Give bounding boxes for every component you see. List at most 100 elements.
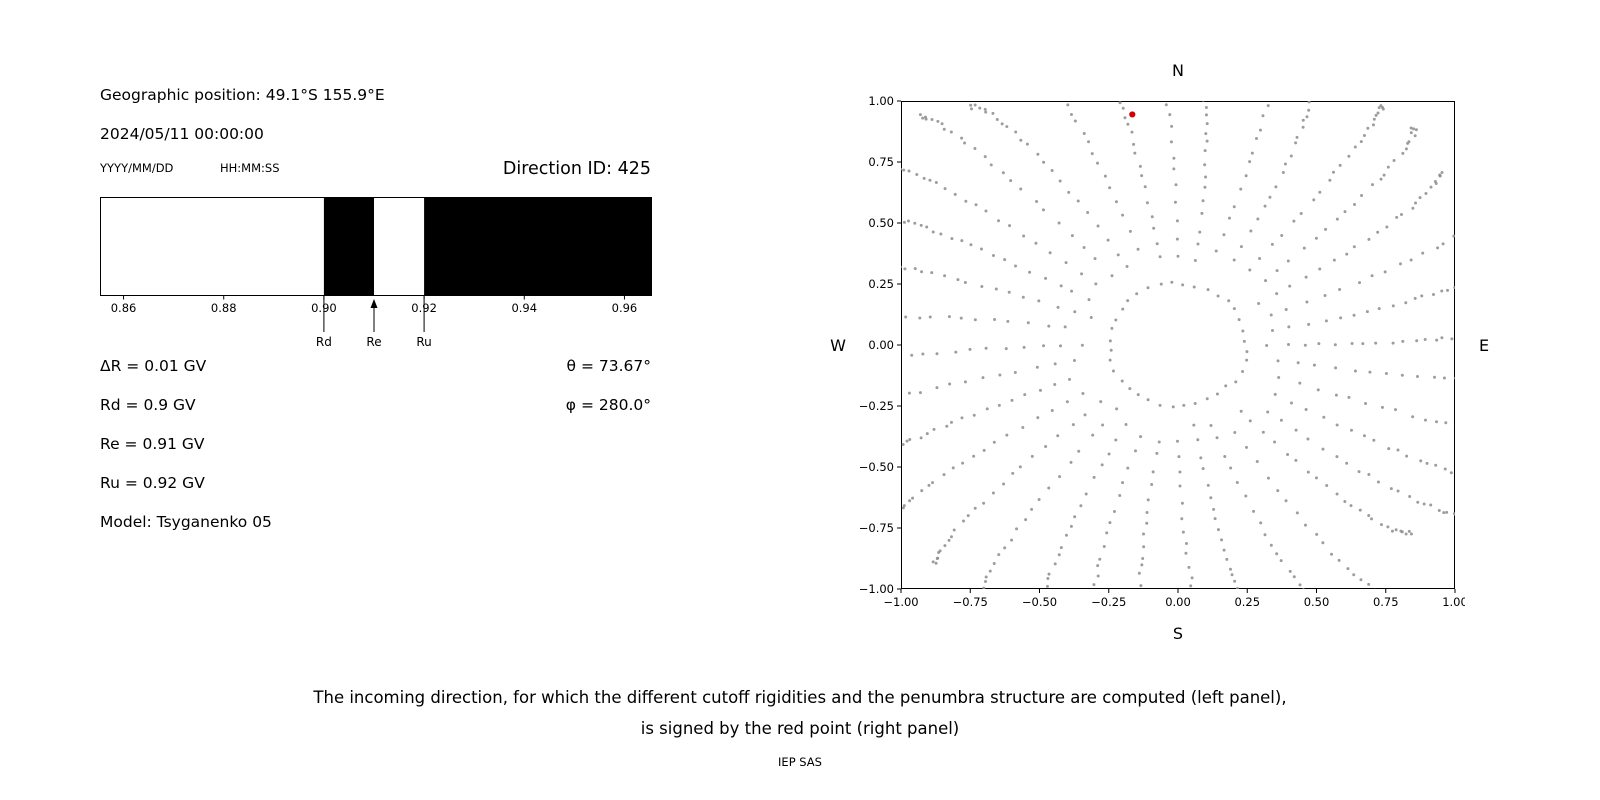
asymptotic-dot	[1005, 125, 1009, 129]
asymptotic-dot	[963, 380, 967, 384]
asymptotic-dot	[961, 519, 965, 523]
asymptotic-dot	[1220, 538, 1224, 542]
asymptotic-dot	[1036, 416, 1040, 420]
asymptotic-dot	[1201, 199, 1205, 203]
asymptotic-dot	[939, 232, 943, 236]
asymptotic-dot	[1141, 556, 1145, 560]
asymptotic-dot	[1073, 119, 1077, 123]
asymptotic-dot	[913, 267, 917, 271]
x-tick-label: −1.00	[883, 595, 918, 609]
ring-dot	[1111, 369, 1115, 373]
asymptotic-dot	[1261, 114, 1265, 118]
asymptotic-dot	[1199, 456, 1203, 460]
asymptotic-dot	[993, 318, 997, 322]
asymptotic-dot	[1098, 557, 1102, 561]
asymptotic-dot	[1346, 567, 1350, 571]
asymptotic-dot	[1050, 168, 1054, 172]
asymptotic-dot	[1377, 307, 1381, 311]
asymptotic-dot	[1140, 563, 1144, 567]
asymptotic-dot	[1087, 140, 1091, 144]
asymptotic-dot	[1434, 463, 1438, 467]
asymptotic-dot	[1275, 552, 1279, 556]
cutoff-marker-label: Ru	[416, 335, 431, 349]
asymptotic-dot	[1362, 133, 1366, 137]
asymptotic-dot	[1145, 511, 1149, 515]
asymptotic-dot	[1035, 200, 1039, 204]
asymptotic-dot	[913, 221, 917, 225]
asymptotic-dot	[1379, 104, 1383, 108]
asymptotic-dot	[908, 437, 912, 441]
asymptotic-dot	[1094, 282, 1098, 286]
asymptotic-dot	[972, 454, 976, 458]
asymptotic-dot	[1037, 299, 1041, 303]
asymptotic-dot	[1338, 288, 1342, 292]
asymptotic-dot	[1068, 377, 1072, 381]
asymptotic-dot	[1265, 343, 1269, 347]
asymptotic-dot	[1115, 407, 1119, 411]
asymptotic-dot	[1132, 142, 1136, 146]
asymptotic-dot	[1139, 435, 1143, 439]
asymptotic-dot	[1019, 138, 1023, 142]
asymptotic-dot	[919, 223, 923, 227]
asymptotic-dot	[1360, 194, 1364, 198]
asymptotic-dot	[924, 117, 928, 121]
asymptotic-dot	[1136, 590, 1139, 593]
asymptotic-dot	[844, 320, 847, 323]
asymptotic-dot	[1178, 484, 1182, 488]
compass-n-label: N	[1172, 61, 1184, 80]
asymptotic-dot	[1407, 529, 1411, 533]
asymptotic-dot	[1176, 254, 1180, 258]
asymptotic-dot	[968, 347, 972, 351]
asymptotic-dot	[1178, 470, 1182, 474]
asymptotic-dot	[1287, 325, 1291, 329]
asymptotic-dot	[982, 448, 986, 452]
asymptotic-dot	[1107, 452, 1111, 456]
asymptotic-dot	[1123, 116, 1127, 120]
asymptotic-dot	[1229, 466, 1233, 470]
asymptotic-dot	[1116, 253, 1120, 257]
asymptotic-dot	[1382, 173, 1386, 177]
caption-line-1: The incoming direction, for which the di…	[313, 688, 1287, 707]
asymptotic-dot	[1137, 602, 1140, 605]
asymptotic-dot	[1280, 233, 1284, 237]
asymptotic-dot	[1172, 156, 1176, 160]
asymptotic-dot	[1083, 413, 1087, 417]
asymptotic-dot	[1230, 573, 1234, 577]
asymptotic-dot	[1277, 375, 1281, 379]
asymptotic-dot	[1350, 341, 1354, 345]
asymptotic-dot	[1143, 185, 1147, 189]
asymptotic-dot	[997, 219, 1001, 223]
asymptotic-dot	[1139, 584, 1143, 588]
asymptotic-dot	[925, 432, 929, 436]
asymptotic-dot	[1416, 500, 1420, 504]
asymptotic-dot	[1301, 125, 1305, 129]
asymptotic-dot	[893, 512, 896, 515]
asymptotic-dot	[1358, 281, 1362, 285]
asymptotic-dot	[952, 528, 956, 532]
asymptotic-dot	[1349, 428, 1353, 432]
asymptotic-dot	[1453, 512, 1455, 516]
asymptotic-dot	[1233, 430, 1237, 434]
ring-dot	[1158, 403, 1162, 407]
asymptotic-dot	[1316, 388, 1320, 392]
asymptotic-dot	[1286, 452, 1290, 456]
asymptotic-dot	[1295, 135, 1299, 139]
asymptotic-dot	[903, 267, 907, 271]
asymptotic-dot	[1021, 426, 1025, 430]
asymptotic-dot	[1258, 257, 1262, 261]
asymptotic-dot	[1053, 562, 1057, 566]
asymptotic-dot	[1239, 187, 1243, 191]
asymptotic-dot	[954, 350, 958, 354]
y-tick-label: 1.00	[868, 95, 894, 108]
x-tick-label: 0.75	[1373, 595, 1399, 609]
asymptotic-dot	[930, 271, 934, 275]
asymptotic-dot	[1103, 174, 1107, 178]
ring-dot	[1205, 397, 1209, 401]
asymptotic-dot	[1379, 177, 1383, 181]
asymptotic-dot	[1399, 599, 1402, 602]
ring-dot	[1171, 405, 1175, 409]
asymptotic-dot	[1175, 237, 1179, 241]
asymptotic-dot	[997, 553, 1001, 557]
asymptotic-dot	[1082, 132, 1086, 136]
asymptotic-dot	[1279, 559, 1283, 563]
